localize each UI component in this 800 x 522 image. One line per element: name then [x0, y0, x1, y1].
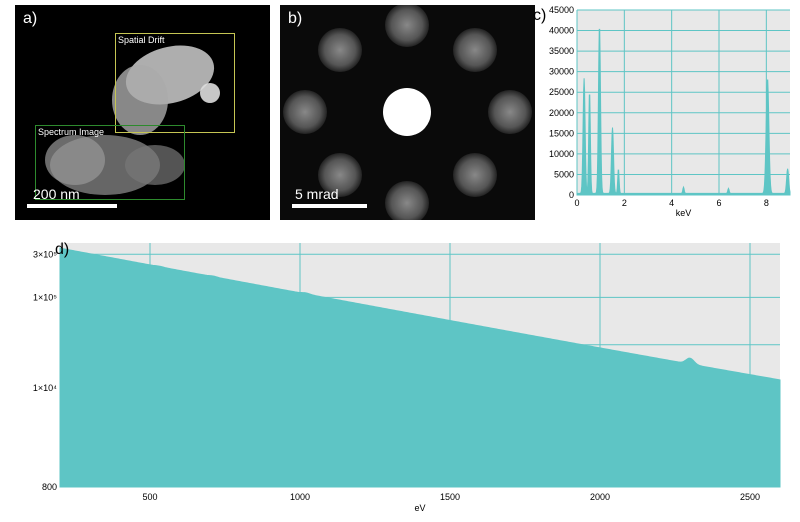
svg-text:2: 2 — [622, 198, 627, 208]
svg-text:8: 8 — [764, 198, 769, 208]
svg-text:0: 0 — [569, 190, 574, 200]
spectrum-image-label: Spectrum Image — [38, 127, 104, 137]
scale-bar-a — [27, 204, 117, 208]
svg-text:45000: 45000 — [549, 5, 574, 15]
svg-text:2500: 2500 — [740, 492, 760, 502]
spatial-drift-box — [115, 33, 235, 133]
svg-text:5000: 5000 — [554, 169, 574, 179]
svg-text:10000: 10000 — [549, 149, 574, 159]
eels-chart-svg: 3×10⁵ 1×10⁵ 1×10⁴ 800 500 1000 1500 2000 2500 eV — [15, 235, 790, 515]
svg-text:3×10⁵: 3×10⁵ — [33, 249, 57, 259]
panel-a-label: a) — [23, 10, 37, 28]
svg-text:1500: 1500 — [440, 492, 460, 502]
svg-text:6: 6 — [716, 198, 721, 208]
spatial-drift-label: Spatial Drift — [118, 35, 165, 45]
svg-text:eV: eV — [414, 503, 425, 513]
svg-text:40000: 40000 — [549, 26, 574, 36]
panel-d-eels-spectrum: d) 3×10⁵ 1×10⁵ 1×10⁴ 800 500 1000 1500 2000 2500… — [15, 235, 790, 515]
svg-text:0: 0 — [574, 198, 579, 208]
panel-a-tem-image: a) Spatial Drift Spectrum Image 200 nm — [15, 5, 270, 220]
scale-text-b: 5 mrad — [295, 186, 339, 202]
svg-text:15000: 15000 — [549, 128, 574, 138]
svg-text:4: 4 — [669, 198, 674, 208]
svg-text:35000: 35000 — [549, 46, 574, 56]
svg-text:20000: 20000 — [549, 108, 574, 118]
eds-chart-svg: 0 5000 10000 15000 20000 25000 30000 35000 40000… — [545, 5, 795, 220]
svg-text:1000: 1000 — [290, 492, 310, 502]
svg-text:30000: 30000 — [549, 67, 574, 77]
svg-text:1×10⁴: 1×10⁴ — [33, 383, 57, 393]
panel-b-diffraction: b) 5 mrad — [280, 5, 535, 220]
svg-text:1×10⁵: 1×10⁵ — [33, 292, 57, 302]
panel-c-label: c) — [533, 7, 546, 25]
svg-text:800: 800 — [42, 482, 57, 492]
panel-d-label: d) — [55, 241, 69, 259]
svg-text:25000: 25000 — [549, 87, 574, 97]
svg-text:2000: 2000 — [590, 492, 610, 502]
panel-c-eds-spectrum: c) 0500010000150002000025000300003500040… — [545, 5, 795, 220]
scale-text-a: 200 nm — [33, 186, 80, 202]
scale-bar-b — [292, 204, 367, 208]
svg-text:500: 500 — [142, 492, 157, 502]
svg-text:keV: keV — [676, 208, 692, 218]
panel-b-label: b) — [288, 10, 302, 28]
